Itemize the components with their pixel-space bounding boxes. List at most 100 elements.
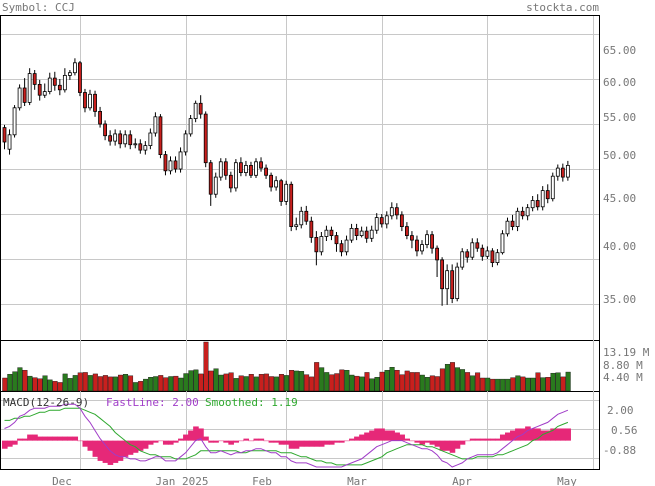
- candle-body: [555, 167, 560, 177]
- volume-bar: [364, 372, 370, 392]
- volume-bar: [389, 367, 395, 392]
- macd-histogram-bar: [67, 436, 73, 441]
- macd-histogram-bar: [555, 428, 561, 441]
- candle-body: [78, 62, 82, 93]
- volume-bar: [198, 373, 204, 392]
- volume-bar: [203, 341, 209, 392]
- macd-histogram-bar: [117, 440, 124, 461]
- candle-body: [37, 84, 42, 96]
- macd-histogram-bar: [233, 440, 239, 443]
- candle-body: [490, 250, 495, 263]
- x-tick-label: Feb: [252, 475, 272, 486]
- macd-histogram-bar: [283, 440, 290, 445]
- candle-body: [153, 116, 158, 134]
- volume-bar: [434, 376, 440, 392]
- price-axis: 65.00 60.00 55.00 50.00 45.00 40.00 35.0…: [603, 44, 636, 306]
- candle-body: [399, 214, 404, 227]
- candle-body: [178, 151, 183, 170]
- candle-body: [158, 116, 163, 156]
- macd-histogram-bar: [112, 440, 119, 463]
- volume-bar: [117, 374, 123, 392]
- volume-bar: [555, 372, 561, 392]
- grid: [1, 16, 599, 469]
- volume-bar: [208, 370, 214, 392]
- macd-histogram-bar: [339, 440, 345, 443]
- macd-histogram-bar: [258, 438, 265, 441]
- volume-bar: [47, 379, 53, 392]
- macd-histogram-bar: [298, 440, 305, 447]
- volume-bar: [289, 369, 295, 392]
- volume-bar: [550, 372, 556, 392]
- macd-histogram-bar: [323, 440, 330, 445]
- volume-bar: [238, 375, 244, 392]
- candle-body: [510, 220, 515, 227]
- macd-histogram-bar: [178, 438, 184, 441]
- volume-bar: [133, 382, 139, 392]
- macd-histogram-bar: [82, 440, 89, 447]
- candle-body: [208, 162, 213, 195]
- volume-tick-label: 8.80 M: [603, 359, 643, 372]
- candle-body: [480, 247, 485, 257]
- symbol-label: Symbol: CCJ: [2, 1, 75, 14]
- macd-histogram-bar: [344, 440, 350, 442]
- candle-body: [389, 207, 394, 217]
- macd-histogram-bar: [218, 440, 224, 442]
- macd-histogram-bar: [102, 440, 109, 463]
- macd-histogram-bar: [27, 434, 33, 441]
- macd-histogram-bar: [439, 440, 446, 451]
- macd-histogram-bar: [560, 428, 566, 441]
- volume-bar: [263, 373, 269, 392]
- volume-bar: [485, 377, 491, 392]
- volume-bar: [253, 376, 259, 392]
- macd-tick-label: 0.56: [611, 424, 638, 437]
- volume-bar: [178, 377, 184, 392]
- candle-body: [485, 250, 490, 257]
- macd-histogram-bar: [47, 436, 53, 441]
- macd-histogram-bar: [152, 440, 159, 443]
- candle-body: [525, 207, 530, 217]
- volume-bar: [304, 374, 310, 392]
- macd-histogram-bar: [499, 434, 506, 441]
- macd-histogram-bar: [92, 440, 99, 457]
- volume-bar: [319, 367, 325, 392]
- macd-histogram-bar: [57, 436, 63, 441]
- macd-histogram-bar: [359, 434, 365, 441]
- volume-bar: [193, 369, 199, 392]
- candle-body: [7, 134, 12, 150]
- candle-body: [244, 164, 248, 173]
- candle-body: [98, 111, 102, 125]
- candle-body: [505, 220, 510, 235]
- macd-histogram-bar: [565, 428, 571, 441]
- volume-bar: [540, 377, 546, 392]
- macd-histogram-bar: [17, 438, 23, 441]
- candle-body: [42, 91, 47, 96]
- candle-body: [254, 161, 258, 176]
- macd-histogram-bar: [208, 440, 214, 443]
- volume-bar: [72, 375, 78, 392]
- candle-body: [228, 174, 233, 189]
- macd-histogram-bar: [333, 440, 340, 443]
- volume-bar: [530, 377, 536, 392]
- macd-histogram-bar: [127, 440, 134, 455]
- volume-bar: [500, 378, 506, 392]
- macd-histogram-bar: [263, 440, 270, 442]
- volume-bar: [82, 372, 88, 392]
- candle-body: [62, 75, 67, 91]
- volume-bar: [168, 376, 174, 392]
- macd-histogram-bar: [223, 440, 229, 443]
- volume-bar: [107, 376, 113, 392]
- candle-body: [520, 210, 525, 217]
- signal-line: [4, 407, 569, 466]
- x-tick-label: Jan 2025: [156, 475, 209, 486]
- macd-histogram-bar: [7, 440, 13, 447]
- macd-histogram-bar: [434, 440, 441, 447]
- volume-tick-label: 4.40 M: [603, 371, 643, 384]
- macd-indicator: [2, 403, 571, 468]
- macd-histogram-bar: [238, 440, 245, 442]
- candle-body: [17, 87, 22, 109]
- volume-bar: [42, 375, 48, 392]
- volume-bar: [12, 371, 18, 392]
- candle-body: [203, 113, 208, 164]
- volume-bar: [32, 377, 38, 392]
